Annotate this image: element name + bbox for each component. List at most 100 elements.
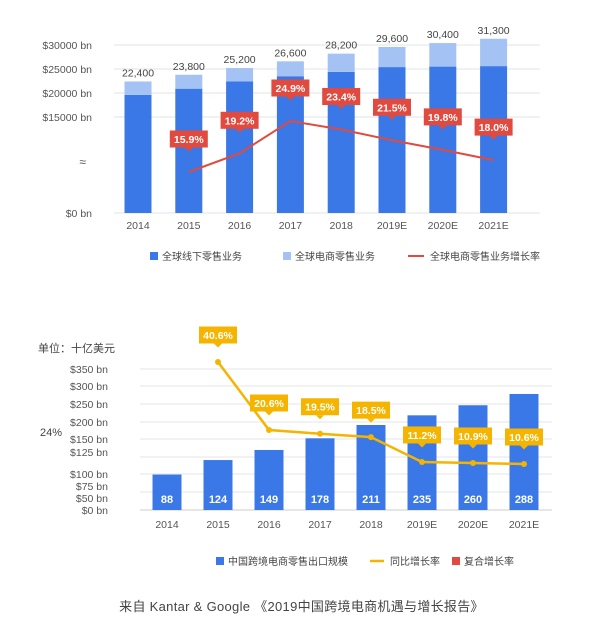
yoy-growth-label-box [301, 398, 339, 416]
bar-value-label: 235 [413, 494, 431, 506]
total-value-label: 23,800 [173, 61, 205, 73]
yoy-growth-label: 10.6% [509, 432, 539, 444]
legend-swatch-cagr [452, 557, 460, 565]
y-tick-label: $300 bn [70, 381, 108, 393]
growth-rate-label: 21.5% [377, 102, 407, 114]
bar-ecommerce-retail [276, 61, 304, 77]
bar-ecommerce-retail [226, 68, 254, 82]
growth-rate-label-pointer [388, 115, 396, 120]
unit-label: 单位：十亿美元 [38, 341, 115, 355]
y-tick-label: $350 bn [70, 364, 108, 376]
yoy-growth-label-pointer [214, 343, 222, 348]
total-value-label: 25,200 [224, 54, 256, 66]
yoy-growth-label: 20.6% [254, 398, 284, 410]
bar-ecommerce-retail [175, 74, 203, 89]
growth-rate-label-pointer [337, 105, 346, 109]
total-value-label: 31,300 [478, 25, 510, 37]
y-tick-label: ≈ [79, 155, 86, 169]
bar-cross-border-export [203, 460, 233, 510]
y-tick-label: $0 bn [82, 505, 108, 517]
bar-cross-border-export [458, 405, 488, 510]
y-tick-label: $20000 bn [42, 88, 92, 100]
y-tick-label: $30000 bn [42, 40, 92, 52]
x-tick-label: 2014 [126, 220, 150, 232]
y-tick-label: $50 bn [76, 493, 108, 505]
legend-label-cagr: 复合增长率 [464, 555, 514, 568]
x-tick-label: 2016 [257, 519, 281, 531]
legend-label-yoy: 同比增长率 [390, 555, 440, 568]
yoy-growth-label: 10.9% [458, 431, 488, 443]
bar-cross-border-export [152, 474, 182, 510]
yoy-growth-label-pointer [469, 444, 477, 449]
x-tick-label: 2016 [228, 220, 252, 232]
bar-value-label: 178 [311, 494, 329, 506]
growth-rate-label: 18.0% [479, 122, 509, 134]
legend-label-ecommerce: 全球电商零售业务 [295, 250, 375, 263]
growth-rate-label-box [271, 79, 310, 97]
yoy-growth-label-pointer [418, 443, 426, 448]
legend-swatch-ecommerce [283, 252, 291, 260]
y-tick-label: $15000 bn [42, 112, 92, 124]
cagr-value-label: 24% [40, 427, 62, 439]
yoy-growth-label-box [199, 326, 237, 344]
y-tick-label: $125 bn [70, 447, 108, 459]
y-tick-label: $250 bn [70, 399, 108, 411]
legend-swatch-offline [150, 252, 158, 260]
yoy-growth-label-pointer [367, 418, 375, 423]
yoy-growth-label-box [352, 401, 390, 419]
y-tick-label: $100 bn [70, 469, 108, 481]
x-tick-label: 2019E [407, 519, 437, 531]
x-tick-label: 2021E [509, 519, 539, 531]
total-value-label: 30,400 [427, 29, 459, 41]
x-tick-label: 2020E [428, 220, 458, 232]
yoy-growth-point [419, 458, 425, 465]
yoy-growth-point [317, 430, 323, 437]
growth-rate-label-pointer [489, 135, 498, 140]
yoy-growth-point [368, 434, 374, 441]
growth-rate-label: 19.2% [225, 115, 255, 127]
y-tick-label: $75 bn [76, 481, 108, 493]
bar-ecommerce-retail [480, 38, 508, 67]
growth-rate-label-box [169, 130, 208, 148]
growth-rate-label-box [474, 118, 513, 136]
legend-swatch-export [216, 557, 224, 565]
growth-rate-label-box [220, 111, 259, 129]
x-tick-label: 2015 [177, 220, 201, 232]
yoy-growth-point [266, 427, 272, 433]
bar-value-label: 288 [515, 494, 533, 506]
yoy-growth-point [521, 461, 527, 467]
bar-offline-retail [124, 94, 152, 213]
yoy-growth-label-pointer [316, 415, 324, 420]
growth-rate-label: 23.4% [326, 92, 356, 104]
x-tick-label: 2021E [478, 220, 508, 232]
x-tick-label: 2014 [155, 519, 179, 531]
growth-rate-label: 15.9% [174, 134, 204, 146]
growth-rate-line [188, 119, 494, 173]
x-tick-label: 2020E [458, 519, 488, 531]
source-caption: 来自 Kantar & Google 《2019中国跨境电商机遇与增长报告》 [119, 599, 484, 614]
yoy-growth-label-pointer [520, 445, 528, 450]
yoy-growth-label-box [505, 428, 543, 446]
x-tick-label: 2017 [308, 519, 332, 531]
yoy-growth-point [470, 459, 476, 466]
bar-value-label: 124 [209, 494, 228, 506]
yoy-growth-label-box [250, 394, 288, 412]
x-tick-label: 2017 [279, 220, 303, 232]
bar-ecommerce-retail [429, 43, 457, 67]
x-tick-label: 2018 [359, 519, 383, 531]
bar-ecommerce-retail [327, 53, 355, 72]
total-value-label: 22,400 [122, 67, 154, 79]
yoy-growth-label: 19.5% [305, 402, 335, 414]
x-tick-label: 2018 [330, 220, 354, 232]
x-tick-label: 2019E [377, 220, 407, 232]
growth-rate-label-pointer [184, 147, 193, 152]
legend-label-export: 中国跨境电商零售出口规模 [228, 555, 348, 568]
bar-cross-border-export [305, 438, 335, 510]
yoy-growth-label: 18.5% [356, 405, 386, 417]
bar-value-label: 260 [464, 494, 482, 506]
yoy-growth-point [215, 359, 221, 365]
growth-rate-label-box [373, 98, 411, 116]
growth-rate-label: 24.9% [276, 83, 306, 95]
bar-cross-border-export [254, 449, 284, 510]
